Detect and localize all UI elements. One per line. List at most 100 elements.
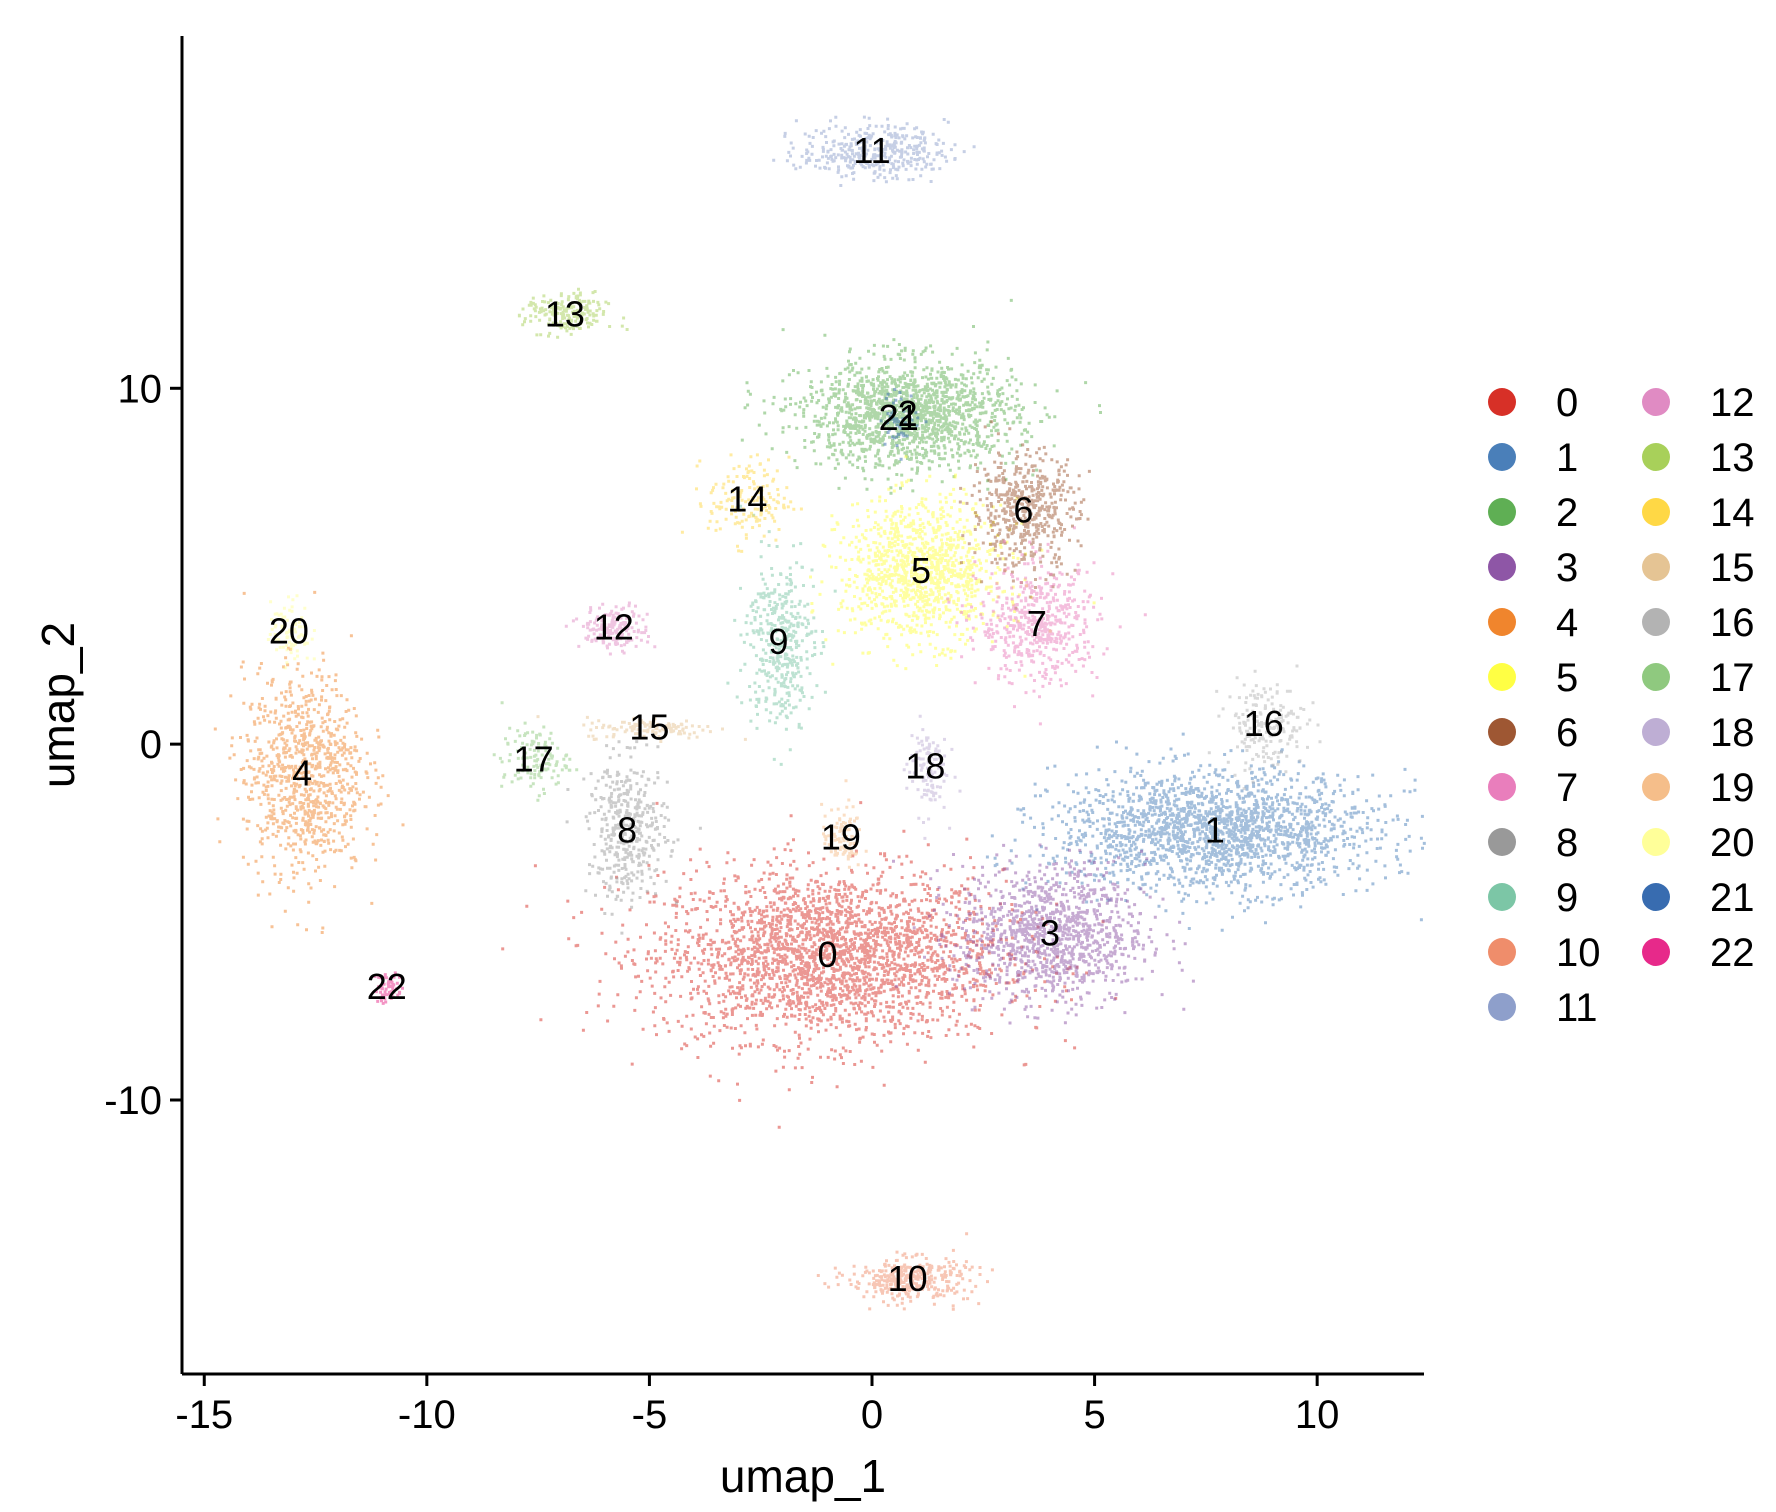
- legend-item-16: 16: [1642, 601, 1755, 645]
- x-tick-label: 10: [1295, 1393, 1340, 1437]
- legend-item-5: 5: [1488, 656, 1578, 700]
- legend-swatch: [1488, 773, 1516, 801]
- legend-swatch: [1488, 388, 1516, 416]
- cluster-label-1: 1: [1205, 810, 1225, 851]
- cluster-label-12: 12: [594, 607, 634, 648]
- cluster-16-points: [1207, 664, 1322, 791]
- legend-item-9: 9: [1488, 876, 1578, 920]
- cluster-label-22: 22: [367, 966, 407, 1007]
- legend-swatch: [1642, 773, 1670, 801]
- cluster-label-18: 18: [905, 745, 945, 786]
- legend-label: 19: [1710, 766, 1755, 810]
- cluster-3-points: [892, 843, 1195, 1025]
- cluster-label-16: 16: [1244, 703, 1284, 744]
- legend-swatch: [1642, 828, 1670, 856]
- cluster-label-17: 17: [514, 738, 554, 779]
- cluster-label-7: 7: [1027, 603, 1047, 644]
- legend-label: 10: [1556, 931, 1601, 975]
- legend-item-1: 1: [1488, 436, 1578, 480]
- legend-item-17: 17: [1642, 656, 1755, 700]
- legend-item-8: 8: [1488, 821, 1578, 865]
- legend-item-18: 18: [1642, 711, 1755, 755]
- x-axis-title: umap_1: [720, 1450, 886, 1502]
- legend-swatch: [1642, 883, 1670, 911]
- legend-label: 21: [1710, 876, 1755, 920]
- legend-item-12: 12: [1642, 381, 1755, 425]
- legend-item-10: 10: [1488, 931, 1601, 975]
- x-tick-label: 5: [1083, 1393, 1105, 1437]
- y-axis-ticks: -10 0 10: [104, 367, 182, 1123]
- legend-swatch: [1488, 608, 1516, 636]
- x-tick-label: -10: [398, 1393, 456, 1437]
- cluster-20-points: [266, 594, 316, 670]
- legend-label: 16: [1710, 601, 1755, 645]
- legend-label: 20: [1710, 821, 1755, 865]
- legend-label: 3: [1556, 546, 1578, 590]
- legend-swatch: [1642, 553, 1670, 581]
- y-tick-label: -10: [104, 1079, 162, 1123]
- cluster-11-points: [772, 115, 976, 187]
- legend-item-6: 6: [1488, 711, 1578, 755]
- data-points-layer: [213, 115, 1426, 1311]
- cluster-7-points: [946, 526, 1147, 726]
- legend-swatch: [1642, 443, 1670, 471]
- legend-swatch: [1642, 663, 1670, 691]
- legend-label: 15: [1710, 546, 1755, 590]
- legend-swatch: [1488, 498, 1516, 526]
- cluster-22-points: [373, 971, 404, 1005]
- legend-item-22: 22: [1642, 931, 1755, 975]
- legend-item-14: 14: [1642, 491, 1755, 535]
- cluster-label-20: 20: [269, 610, 309, 651]
- y-tick-label: 10: [118, 367, 163, 411]
- cluster-label-6: 6: [1013, 489, 1033, 530]
- legend-item-13: 13: [1642, 436, 1755, 480]
- legend-swatch: [1642, 498, 1670, 526]
- cluster-label-10: 10: [888, 1258, 928, 1299]
- cluster-13-points: [517, 287, 629, 339]
- cluster-label-11: 11: [853, 130, 890, 171]
- legend-label: 1: [1556, 436, 1578, 480]
- legend-item-20: 20: [1642, 821, 1755, 865]
- legend-swatch: [1488, 938, 1516, 966]
- legend-swatch: [1488, 663, 1516, 691]
- cluster-label-14: 14: [727, 479, 767, 520]
- legend-item-4: 4: [1488, 601, 1578, 645]
- legend-item-15: 15: [1642, 546, 1755, 590]
- legend-item-3: 3: [1488, 546, 1578, 590]
- y-tick-label: 0: [140, 723, 162, 767]
- legend-label: 22: [1710, 931, 1755, 975]
- legend-item-0: 0: [1488, 381, 1578, 425]
- legend-label: 0: [1556, 381, 1578, 425]
- cluster-2-points: [740, 298, 1102, 495]
- legend-swatch: [1642, 388, 1670, 416]
- legend-swatch: [1488, 443, 1516, 471]
- legend-item-11: 11: [1488, 986, 1598, 1030]
- cluster-15-points: [536, 715, 747, 743]
- legend-label: 13: [1710, 436, 1755, 480]
- cluster-14-points: [680, 453, 803, 553]
- axes-layer: [180, 36, 1424, 1376]
- legend-label: 18: [1710, 711, 1755, 755]
- legend-item-21: 21: [1642, 876, 1755, 920]
- x-axis-ticks: -15 -10 -5 0 5 10: [175, 1374, 1339, 1437]
- legend-swatch: [1642, 608, 1670, 636]
- legend-item-7: 7: [1488, 766, 1578, 810]
- cluster-6-points: [958, 420, 1091, 610]
- legend-item-19: 19: [1642, 766, 1755, 810]
- legend-swatch: [1488, 718, 1516, 746]
- legend-label: 12: [1710, 381, 1755, 425]
- legend-item-2: 2: [1488, 491, 1578, 535]
- cluster-label-8: 8: [617, 810, 637, 851]
- cluster-label-9: 9: [769, 621, 789, 662]
- legend-swatch: [1488, 883, 1516, 911]
- cluster-9-points: [726, 504, 837, 766]
- cluster-19-points: [820, 779, 868, 869]
- cluster-5-points: [809, 455, 1096, 678]
- cluster-label-2: 2: [898, 393, 918, 434]
- cluster-17-points: [492, 701, 579, 802]
- legend-label: 5: [1556, 656, 1578, 700]
- legend-label: 6: [1556, 711, 1578, 755]
